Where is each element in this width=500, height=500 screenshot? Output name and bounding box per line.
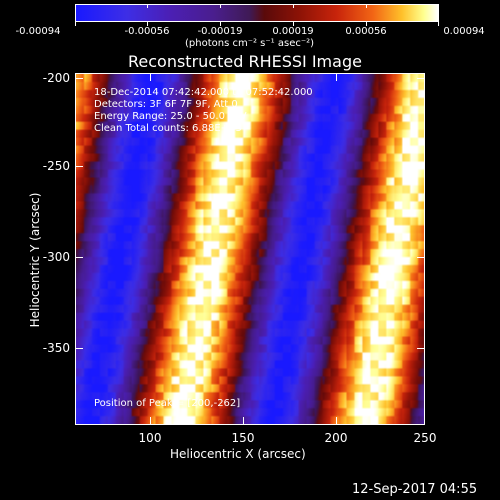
x-tick-label: 200 (324, 431, 348, 445)
colorbar-tick (438, 22, 439, 26)
time-range-label: 18-Dec-2014 07:42:42.000 to 07:52:42.000 (94, 87, 313, 98)
x-tick (336, 417, 337, 425)
energy-range-label: Energy Range: 25.0 - 50.0 keV (94, 111, 247, 122)
x-tick (336, 73, 337, 81)
y-tick (75, 257, 83, 258)
y-tick-label: -250 (42, 159, 70, 173)
colorbar-tick (293, 4, 294, 8)
colorbar-tick-label: 0.00094 (443, 26, 485, 37)
x-tick-label: 100 (138, 431, 162, 445)
y-tick (75, 166, 83, 167)
colorbar-tick-label: -0.00019 (197, 26, 243, 37)
y-tick-label: -300 (42, 250, 70, 264)
clean-counts-label: Clean Total counts: 6.88E+03 (94, 123, 242, 134)
colorbar-tick (147, 22, 148, 26)
x-tick (150, 417, 151, 425)
rhessi-image (76, 74, 424, 424)
colorbar-tick (366, 22, 367, 26)
peak-position-label: Position of Peak = [200,-262] (94, 398, 241, 409)
colorbar-tick-label: 0.00019 (272, 26, 314, 37)
colorbar-tick-label: -0.00094 (15, 26, 61, 37)
rhessi-image-plot: 18-Dec-2014 07:42:42.000 to 07:52:42.000… (75, 73, 425, 425)
x-tick (243, 73, 244, 81)
colorbar-tick-label: 0.00056 (345, 26, 387, 37)
colorbar-tick (366, 4, 367, 8)
x-tick (150, 73, 151, 81)
y-tick (417, 78, 425, 79)
y-tick (417, 166, 425, 167)
y-axis-label: Heliocentric Y (arcsec) (28, 192, 42, 328)
colorbar-tick (147, 4, 148, 8)
x-tick (243, 417, 244, 425)
detectors-label: Detectors: 3F 6F 7F 9F, Att 0 (94, 99, 238, 110)
colorbar-tick-label: -0.00056 (124, 26, 170, 37)
colorbar-tick (293, 22, 294, 26)
x-axis-label: Heliocentric X (arcsec) (170, 447, 306, 461)
footer-timestamp: 12-Sep-2017 04:55 (352, 482, 478, 497)
colorbar-tick (220, 4, 221, 8)
colorbar (75, 4, 439, 22)
y-tick (75, 348, 83, 349)
y-tick (417, 257, 425, 258)
y-tick (75, 78, 83, 79)
y-tick (417, 348, 425, 349)
x-tick-label: 250 (413, 431, 437, 445)
y-tick-label: -350 (42, 341, 70, 355)
y-tick-label: -200 (42, 71, 70, 85)
x-tick-label: 150 (231, 431, 255, 445)
colorbar-tick (220, 22, 221, 26)
colorbar-units: (photons cm⁻² s⁻¹ asec⁻²) (185, 38, 315, 49)
colorbar-tick (75, 22, 76, 26)
plot-title: Reconstructed RHESSI Image (128, 52, 362, 71)
